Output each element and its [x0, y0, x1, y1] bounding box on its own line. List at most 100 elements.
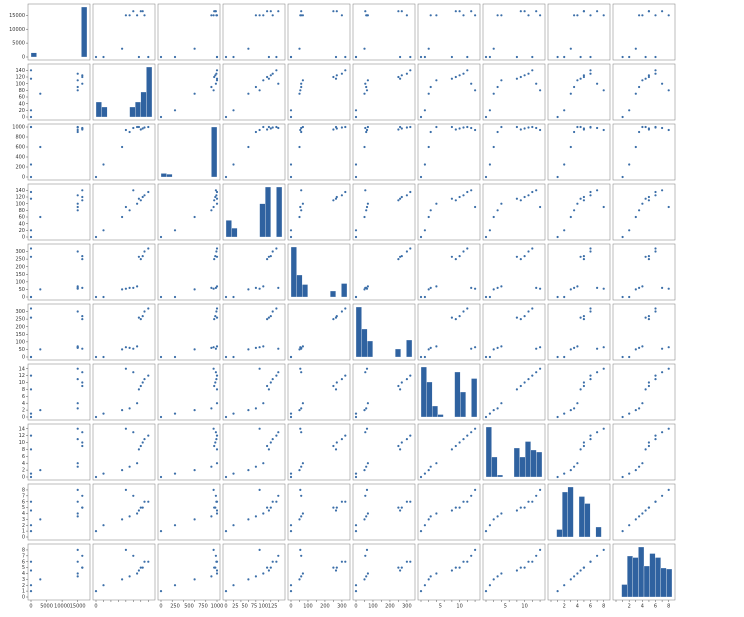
point-1-4-7	[340, 72, 343, 75]
point-3-8-0	[556, 235, 559, 239]
point-0-3-9	[277, 10, 280, 13]
point-7-8-11	[579, 448, 582, 451]
point-1-7-8	[531, 69, 534, 72]
point-7-5-4	[366, 462, 369, 465]
point-3-7-3	[496, 209, 499, 212]
point-1-7-5	[519, 75, 522, 79]
ytick-label-5-6: 300	[15, 309, 25, 315]
point-4-1-0	[94, 295, 98, 299]
point-1-6-5	[454, 75, 457, 79]
xtick-label-0-0: 0	[29, 604, 32, 610]
point-1-4-9	[300, 82, 303, 85]
point-6-0-7	[76, 378, 79, 381]
point-6-1-0	[94, 415, 98, 419]
point-2-0-9	[81, 126, 84, 130]
point-3-2-3	[210, 209, 213, 212]
point-6-4-6	[335, 381, 338, 384]
point-5-9-9	[661, 347, 664, 350]
point-3-8-10	[602, 205, 605, 209]
point-8-0-8	[29, 500, 33, 503]
point-0-9-1	[628, 55, 631, 59]
point-0-7-4	[500, 14, 503, 17]
point-0-3-2	[247, 47, 250, 50]
point-0-6-6	[458, 10, 461, 13]
point-4-6-6	[458, 255, 461, 258]
cell-5-9	[612, 303, 676, 361]
point-3-9-4	[641, 202, 644, 205]
point-7-4-5	[332, 444, 335, 448]
point-3-4-1	[289, 229, 293, 232]
point-0-9-10	[667, 14, 670, 17]
point-2-9-1	[628, 163, 631, 166]
point-5-7-2	[492, 348, 495, 351]
point-8-2-8	[215, 500, 219, 503]
cell-3-6	[417, 183, 481, 241]
hist-bar-3-6	[259, 203, 266, 238]
point-8-5-7	[405, 500, 408, 503]
hist-bar-1-1	[101, 106, 108, 118]
point-0-3-8	[275, 55, 278, 59]
point-3-5-5	[397, 199, 400, 202]
point-6-2-1	[173, 412, 177, 415]
point-7-3-6	[269, 441, 272, 444]
point-1-8-6	[582, 74, 586, 77]
point-9-4-10	[299, 548, 302, 552]
point-8-1-2	[121, 518, 124, 521]
point-3-9-3	[638, 209, 641, 212]
point-1-9-8	[654, 69, 657, 72]
cell-7-4	[287, 423, 351, 481]
point-1-8-4	[576, 79, 579, 82]
point-1-3-5	[266, 75, 269, 79]
xtick-label-2-4: 1000	[211, 604, 224, 610]
cell-9-1	[92, 543, 156, 601]
ytick-label-6-6: 12	[19, 373, 25, 379]
point-5-6-3	[429, 346, 432, 349]
point-5-1-6	[141, 315, 144, 318]
point-3-4-5	[332, 199, 335, 202]
cell-8-1	[92, 483, 156, 541]
point-4-7-10	[539, 287, 542, 290]
point-4-6-1	[423, 295, 426, 299]
point-1-9-2	[634, 92, 637, 95]
point-4-1-8	[147, 247, 150, 250]
ytick-label-5-5: 250	[15, 317, 25, 323]
point-4-0-2	[39, 288, 42, 291]
ytick-label-9-1: 1	[22, 589, 25, 595]
point-9-7-11	[515, 569, 519, 572]
point-9-8-6	[582, 566, 586, 569]
point-7-8-1	[563, 472, 566, 475]
point-1-2-10	[212, 89, 215, 92]
point-2-5-2	[363, 145, 366, 149]
cell-2-1	[92, 123, 156, 181]
point-8-0-0	[29, 530, 33, 533]
point-2-4-5	[332, 128, 335, 131]
point-6-8-5	[582, 384, 586, 388]
cell-7-8	[547, 423, 611, 481]
point-4-0-5	[81, 258, 84, 261]
point-8-6-2	[427, 518, 430, 521]
point-4-8-4	[576, 285, 579, 288]
point-4-7-5	[519, 258, 522, 261]
point-0-8-10	[602, 14, 605, 17]
xtick-label-3-3: 75	[251, 604, 257, 610]
point-2-8-8	[589, 125, 592, 129]
point-8-3-1	[232, 524, 235, 527]
point-3-1-2	[121, 215, 124, 219]
point-7-1-3	[128, 465, 131, 468]
point-5-0-5	[81, 318, 84, 321]
point-0-2-0	[159, 55, 163, 59]
point-1-8-11	[579, 77, 582, 80]
point-5-4-8	[344, 307, 347, 310]
point-6-9-8	[654, 374, 657, 377]
point-3-6-3	[429, 209, 432, 212]
point-7-6-7	[462, 438, 465, 441]
point-6-8-1	[563, 412, 566, 415]
cell-2-8	[547, 123, 611, 181]
point-6-7-6	[523, 381, 526, 384]
point-4-5-6	[400, 255, 403, 258]
point-2-1-1	[102, 163, 105, 166]
point-3-6-6	[458, 195, 461, 199]
point-6-1-8	[147, 374, 150, 377]
point-1-0-11	[29, 77, 33, 80]
point-1-6-3	[429, 85, 432, 89]
